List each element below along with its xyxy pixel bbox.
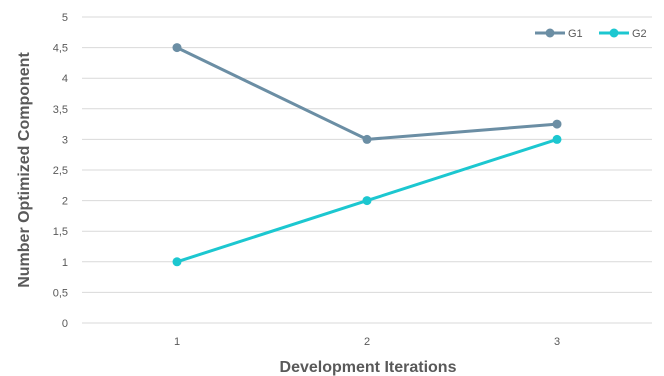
y-tick-label: 2,5 [53, 165, 68, 177]
y-axis-title: Number Optimized Component [16, 52, 33, 288]
y-tick-label: 3 [62, 134, 68, 146]
legend-label-g2: G2 [632, 28, 647, 40]
x-tick-label: 2 [364, 336, 370, 348]
y-tick-label: 2 [62, 196, 68, 208]
data-point-g2 [362, 196, 372, 206]
x-tick-labels: 1 2 3 [174, 336, 560, 348]
x-axis-title: Development Iterations [280, 359, 457, 376]
gridlines [82, 16, 652, 324]
legend-marker-g2 [609, 28, 619, 38]
y-tick-label: 0 [62, 318, 68, 330]
data-point-g2 [552, 134, 562, 144]
data-point-g1 [552, 119, 562, 129]
data-point-g1 [172, 43, 182, 53]
y-tick-label: 1 [62, 257, 68, 269]
y-tick-label: 5 [62, 12, 68, 24]
data-point-g2 [172, 257, 182, 267]
y-tick-label: 1,5 [53, 226, 68, 238]
legend-label-g1: G1 [568, 28, 583, 40]
x-tick-label: 1 [174, 336, 180, 348]
legend: G1 G2 [535, 28, 647, 40]
y-tick-label: 4,5 [53, 43, 68, 55]
series-lines [172, 43, 562, 267]
y-tick-labels: 0 0,5 1 1,5 2 2,5 3 3,5 4 4,5 5 [53, 12, 68, 330]
series-line-g1 [175, 46, 559, 141]
y-tick-label: 0,5 [53, 287, 68, 299]
y-tick-label: 4 [62, 73, 68, 85]
legend-marker-g1 [545, 28, 555, 38]
data-point-g1 [362, 134, 372, 144]
x-tick-label: 3 [554, 336, 560, 348]
y-tick-label: 3,5 [53, 104, 68, 116]
